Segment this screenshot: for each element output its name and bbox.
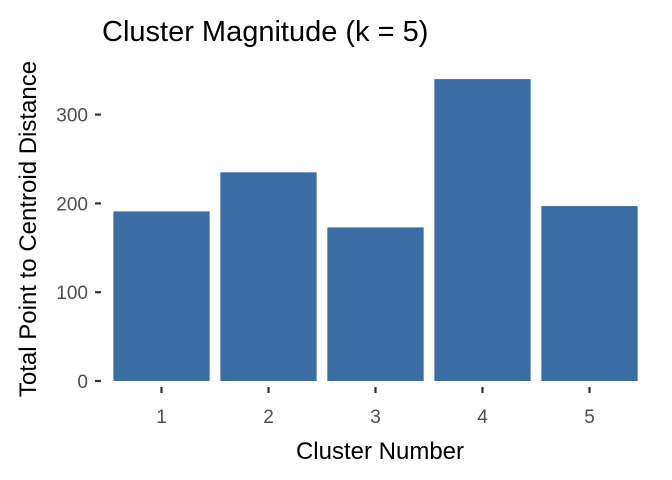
x-axis: 1 2 3 4 5 — [156, 387, 595, 428]
bar-cluster-1 — [113, 211, 210, 381]
bar-cluster-4 — [434, 79, 531, 381]
x-tick-label-3: 4 — [477, 407, 488, 428]
x-tick-label-1: 2 — [263, 407, 274, 428]
bar-cluster-3 — [327, 227, 424, 381]
bar-cluster-2 — [220, 172, 317, 381]
y-tick-label-1: 100 — [56, 283, 88, 304]
x-tick-label-4: 5 — [584, 407, 595, 428]
y-tick-label-0: 0 — [77, 372, 88, 393]
bars-group — [113, 79, 638, 381]
x-tick-label-2: 3 — [370, 407, 381, 428]
x-tick-label-0: 1 — [156, 407, 167, 428]
y-tick-label-3: 300 — [56, 106, 88, 127]
y-tick-label-2: 200 — [56, 194, 88, 215]
x-axis-title: Cluster Number — [296, 438, 464, 465]
y-axis-title: Total Point to Centroid Distance — [15, 61, 42, 397]
y-axis: 0 100 200 300 — [56, 106, 101, 393]
bar-cluster-5 — [541, 206, 638, 381]
chart-title: Cluster Magnitude (k = 5) — [102, 16, 428, 48]
